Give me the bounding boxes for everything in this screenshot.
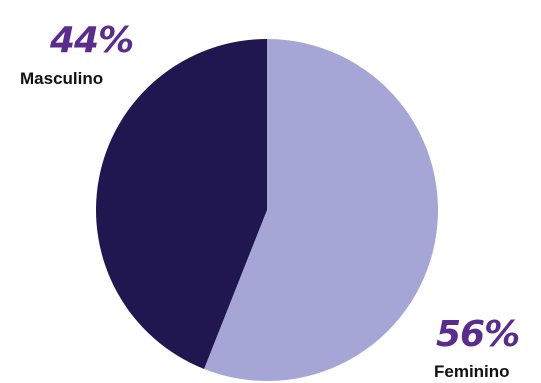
pie-slice-masculino [95, 39, 267, 369]
feminino-category-label: Feminino [434, 362, 510, 381]
pie-slices [95, 39, 438, 381]
masculino-category-label: Masculino [20, 69, 103, 88]
pie-slice-feminino [204, 39, 438, 381]
masculino-percent-label: 44% [49, 20, 133, 61]
feminino-percent-label: 56% [436, 314, 519, 355]
